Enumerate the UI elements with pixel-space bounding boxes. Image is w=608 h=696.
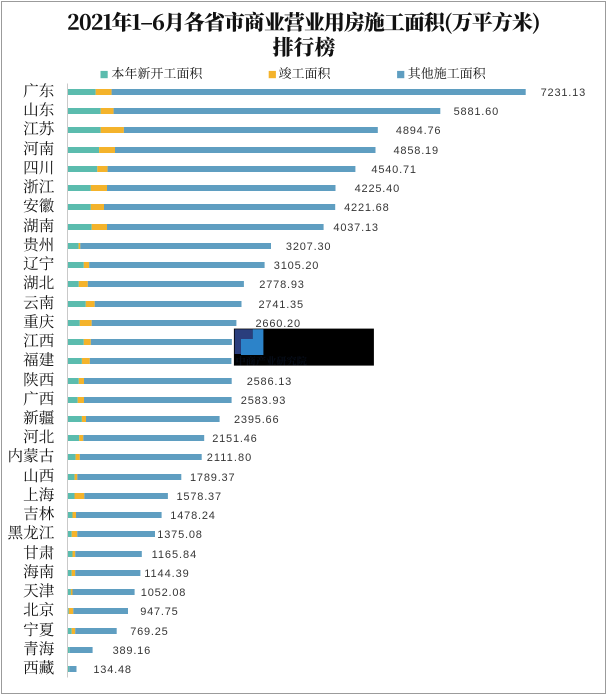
svg-text:769.25: 769.25 [130, 626, 168, 638]
svg-text:2586.13: 2586.13 [247, 376, 292, 388]
svg-text:2111.80: 2111.80 [207, 452, 252, 464]
svg-text:5881.60: 5881.60 [454, 106, 499, 118]
svg-text:1144.39: 1144.39 [144, 568, 189, 580]
svg-text:1578.37: 1578.37 [177, 491, 222, 503]
svg-text:4894.76: 4894.76 [396, 125, 441, 137]
svg-text:947.75: 947.75 [140, 606, 178, 618]
svg-text:1165.84: 1165.84 [152, 549, 197, 561]
svg-text:3105.20: 3105.20 [274, 260, 319, 272]
svg-text:1052.08: 1052.08 [141, 587, 186, 599]
svg-text:7231.13: 7231.13 [541, 87, 586, 99]
svg-text:2151.46: 2151.46 [212, 433, 257, 445]
svg-text:3207.30: 3207.30 [286, 241, 331, 253]
svg-text:4858.19: 4858.19 [394, 145, 439, 157]
svg-text:4037.13: 4037.13 [333, 222, 378, 234]
svg-text:1375.08: 1375.08 [157, 529, 202, 541]
svg-text:2395.66: 2395.66 [234, 414, 279, 426]
svg-text:4225.40: 4225.40 [355, 183, 400, 195]
svg-text:134.48: 134.48 [93, 664, 131, 676]
svg-text:2741.35: 2741.35 [259, 299, 304, 311]
svg-text:2778.93: 2778.93 [259, 279, 304, 291]
svg-text:1789.37: 1789.37 [190, 472, 235, 484]
svg-text:389.16: 389.16 [113, 645, 151, 657]
svg-text:1478.24: 1478.24 [170, 510, 215, 522]
svg-text:4540.71: 4540.71 [371, 164, 416, 176]
svg-text:2583.93: 2583.93 [241, 395, 286, 407]
svg-text:2660.20: 2660.20 [256, 318, 301, 330]
svg-text:4221.68: 4221.68 [344, 202, 389, 214]
